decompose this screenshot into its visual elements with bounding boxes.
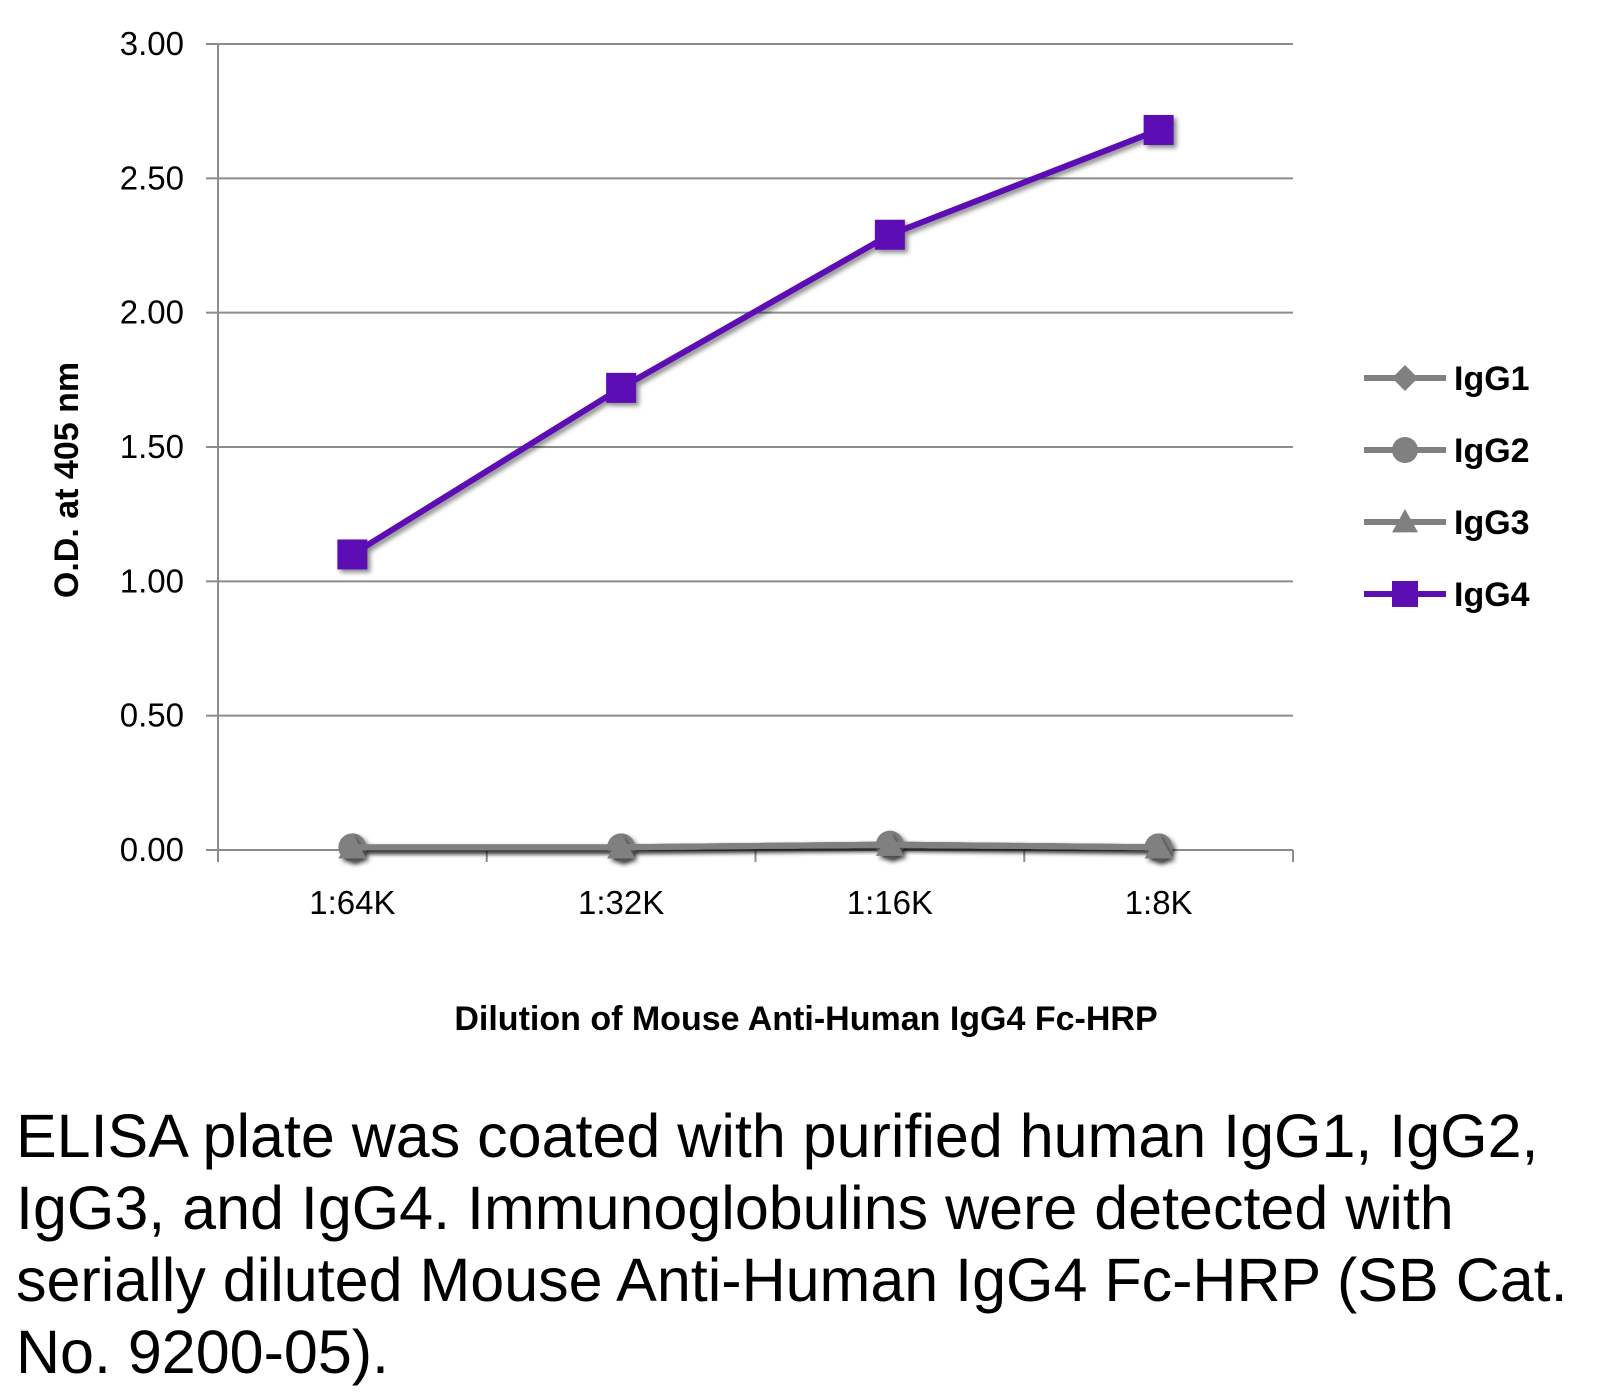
data-point-igg3 bbox=[338, 833, 367, 859]
legend-item-igg4: IgG4 bbox=[1364, 576, 1530, 614]
gridlines bbox=[218, 43, 1293, 717]
x-tick-label: 1:16K bbox=[847, 884, 933, 921]
legend-label-igg2: IgG2 bbox=[1454, 432, 1530, 470]
series-igg3 bbox=[338, 830, 1173, 859]
legend-label-igg3: IgG3 bbox=[1454, 504, 1530, 542]
data-point-igg4 bbox=[337, 539, 368, 570]
legend-label-igg1: IgG1 bbox=[1454, 360, 1530, 398]
y-axis-title: O.D. at 405 nm bbox=[48, 362, 86, 598]
legend-item-igg3: IgG3 bbox=[1364, 504, 1530, 542]
data-point-igg3 bbox=[607, 833, 636, 859]
figure-caption: ELISA plate was coated with purified hum… bbox=[16, 1102, 1568, 1386]
legend: IgG1 IgG2 IgG3 IgG4 bbox=[1364, 360, 1530, 614]
x-tick-label: 1:32K bbox=[578, 884, 664, 921]
series-line-igg3 bbox=[352, 841, 1159, 851]
legend-label-igg4: IgG4 bbox=[1454, 576, 1530, 614]
data-point-igg3 bbox=[1144, 833, 1173, 859]
axes: 0.00 0.50 1.00 1.50 2.00 2.50 3.00 1:64K 1:32K 1:… bbox=[120, 25, 1294, 921]
legend-swatch-marker bbox=[1392, 581, 1418, 607]
x-tick-label: 1:8K bbox=[1125, 884, 1193, 921]
legend-swatch-marker bbox=[1392, 437, 1418, 463]
y-tick-label: 1.50 bbox=[120, 428, 184, 465]
data-point-igg3 bbox=[875, 830, 904, 856]
y-tick-label: 0.50 bbox=[120, 697, 184, 734]
legend-item-igg2: IgG2 bbox=[1364, 432, 1530, 470]
y-tick-label: 2.00 bbox=[120, 294, 184, 331]
y-tick-label: 3.00 bbox=[120, 25, 184, 62]
series-line-igg4 bbox=[350, 127, 1160, 558]
data-point-igg4 bbox=[1143, 114, 1174, 145]
x-axis-title: Dilution of Mouse Anti-Human IgG4 Fc-HRP bbox=[454, 1000, 1157, 1038]
y-tick-label: 1.00 bbox=[120, 562, 184, 599]
elisa-line-chart: 0.00 0.50 1.00 1.50 2.00 2.50 3.00 1:64K 1:32K 1:… bbox=[48, 25, 1530, 1038]
series-layer bbox=[337, 114, 1174, 862]
data-point-igg4 bbox=[606, 372, 637, 403]
legend-swatch-marker bbox=[1392, 365, 1418, 391]
y-tick-label: 2.50 bbox=[120, 159, 184, 196]
series-igg4 bbox=[337, 114, 1174, 570]
data-point-igg4 bbox=[874, 219, 905, 250]
legend-swatch-marker bbox=[1392, 509, 1418, 533]
y-tick-label: 0.00 bbox=[120, 831, 184, 868]
legend-item-igg1: IgG1 bbox=[1364, 360, 1530, 398]
x-tick-label: 1:64K bbox=[309, 884, 395, 921]
